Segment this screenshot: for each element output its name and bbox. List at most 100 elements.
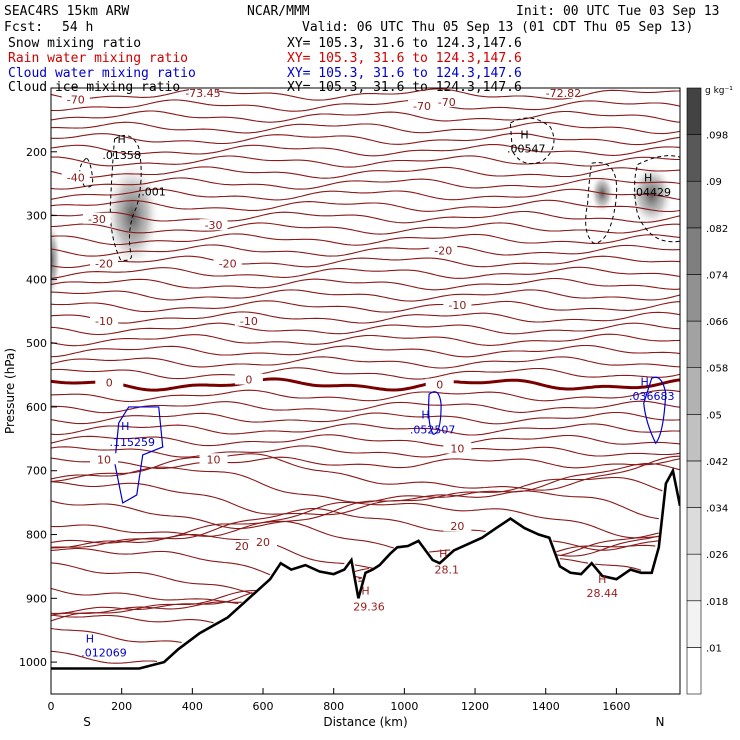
- contour-label-bg: [188, 88, 217, 99]
- isotherm-line: [51, 233, 680, 246]
- plot-frame: [50, 87, 681, 695]
- colorbar-tick-label: .074: [706, 270, 728, 281]
- extremum-label: H: [121, 420, 129, 433]
- colorbar-tick-label: .05: [706, 410, 722, 421]
- ice-contour: [79, 157, 94, 188]
- isotherm-line: [51, 188, 680, 201]
- contour-label-bg: [234, 314, 263, 326]
- extremum-label: H: [439, 548, 447, 561]
- contour-label: -10: [448, 299, 466, 312]
- contour-label: 20: [256, 536, 270, 549]
- isotherm-line: [51, 377, 680, 392]
- contour-label-bg: [199, 219, 228, 231]
- contour-label: -70: [413, 100, 431, 113]
- extremum-label: .04429: [632, 186, 671, 199]
- isotherm-line: [51, 520, 659, 557]
- colorbar-swatch: [686, 600, 702, 648]
- colorbar-swatch: [686, 553, 702, 602]
- y-tick-label: 1000: [19, 656, 47, 669]
- contour-label: 10: [97, 453, 111, 466]
- extremum-label: H: [644, 171, 652, 184]
- contour-label: -20: [434, 245, 452, 258]
- y-tick-label: 400: [26, 273, 47, 286]
- ice-shading-blob: [51, 220, 61, 301]
- x-tick-label: 0: [48, 700, 55, 713]
- isotherm-line: [51, 445, 680, 458]
- extremum-label: .001: [141, 185, 166, 198]
- colorbar-swatch: [686, 320, 702, 368]
- y-tick-label: 200: [26, 146, 47, 159]
- isotherm-line: [51, 166, 680, 179]
- colorbar-swatch: [686, 507, 702, 555]
- extremum-label: H: [520, 129, 528, 142]
- colorbar-tick-label: .058: [706, 364, 728, 375]
- colorbar-swatch: [686, 134, 702, 182]
- x-tick-label: 200: [111, 700, 132, 713]
- extremum-label: H: [641, 375, 649, 388]
- extremum-label: H: [598, 573, 606, 586]
- colorbar-unit: g kg⁻¹: [705, 86, 733, 96]
- contour-label: 10: [450, 442, 464, 455]
- extremum-label: H: [86, 633, 94, 646]
- isotherm-line: [51, 99, 680, 112]
- y-tick-label: 900: [26, 592, 47, 605]
- isotherm-line: [51, 210, 680, 224]
- isotherm-line: [51, 177, 680, 190]
- isotherm-line: [51, 456, 680, 470]
- colorbar-swatch: [686, 460, 702, 508]
- colorbar-tick-label: .066: [706, 317, 728, 328]
- isotherm-line: [51, 462, 680, 503]
- extremum-label: H: [118, 133, 126, 146]
- contour-label: 0: [106, 377, 113, 390]
- isotherm-line: [51, 322, 680, 336]
- x-tick-label: 800: [323, 700, 344, 713]
- isotherm-line: [51, 132, 680, 146]
- isotherm-line: [51, 490, 659, 530]
- contour-label: -73.45: [185, 87, 220, 100]
- contour-label-bg: [213, 257, 242, 269]
- colorbar-swatch: [686, 227, 702, 275]
- isotherm-line: [51, 508, 659, 551]
- isotherm-line: [51, 199, 680, 213]
- isotherm-line: [51, 255, 680, 269]
- contour-label: -70: [438, 96, 456, 109]
- x-tick-label: 1200: [461, 700, 489, 713]
- x-tick-label: 400: [182, 700, 203, 713]
- isotherm-line: [51, 300, 680, 313]
- contour-label: -20: [95, 257, 113, 270]
- contour-label: 20: [235, 540, 249, 553]
- extremum-label: .01358: [102, 149, 141, 162]
- y-tick-label: 800: [26, 529, 47, 542]
- colorbar-swatch: [686, 87, 702, 135]
- init-time: Init: 00 UTC Tue 03 Sep 13: [516, 4, 720, 19]
- x-tick-label: 600: [253, 700, 274, 713]
- x-tick-label: 1400: [532, 700, 560, 713]
- ice-contour: [109, 134, 142, 261]
- field-rain-name: Rain water mixing ratio: [8, 51, 189, 66]
- colorbar-swatch: [686, 367, 702, 415]
- colorbar-tick-label: .042: [706, 457, 728, 468]
- colorbar-tick-label: .018: [706, 597, 728, 608]
- endpoint-right-label: N: [656, 715, 665, 729]
- contour-label: -72.82: [546, 87, 581, 100]
- y-tick-label: 500: [26, 337, 47, 350]
- contour-label-bg: [443, 442, 472, 454]
- isotherm-line: [51, 575, 363, 614]
- contour-label-bg: [443, 298, 472, 310]
- isotherm-line: [51, 558, 642, 594]
- isotherm-line: [51, 627, 182, 644]
- isotherm-line: [51, 110, 680, 123]
- contour-label-bg: [227, 540, 256, 552]
- colorbar-tick-label: .098: [706, 131, 728, 142]
- y-axis-label: Pressure (hPa): [3, 348, 17, 434]
- isotherm-line: [51, 601, 239, 616]
- ice-contour: [585, 162, 618, 244]
- forecast-label: Fcst:: [4, 20, 44, 35]
- y-tick-label: 600: [26, 401, 47, 414]
- isotherm-line: [51, 143, 680, 157]
- colorbar-swatch: [686, 647, 702, 695]
- contour-label: 20: [450, 520, 464, 533]
- isotherm-line: [51, 244, 680, 257]
- contour-label-bg: [429, 244, 458, 256]
- contour-label-bg: [61, 93, 90, 105]
